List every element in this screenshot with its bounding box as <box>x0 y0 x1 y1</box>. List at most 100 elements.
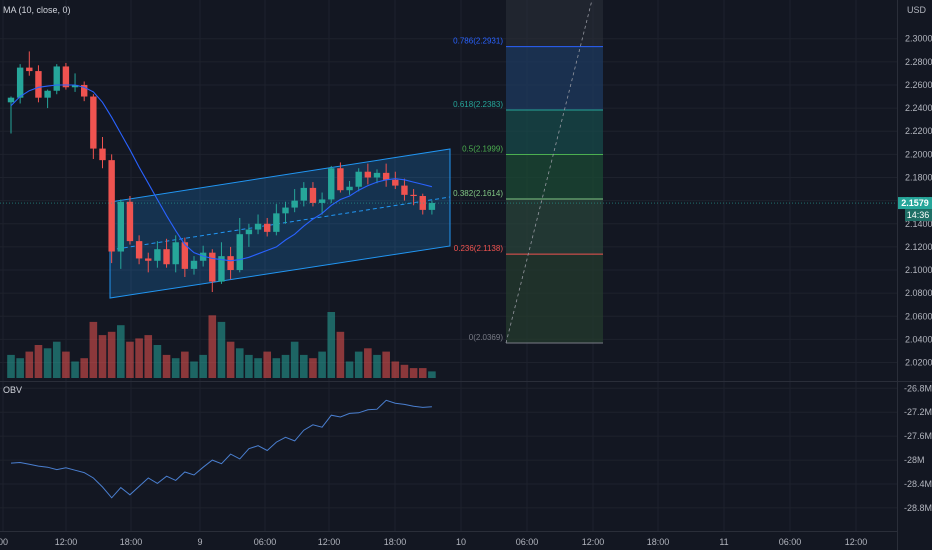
candle-body <box>90 96 97 149</box>
price-tick-label: 2.3000 <box>905 34 932 44</box>
time-tick-label: 10 <box>456 537 466 547</box>
candle-body <box>337 168 344 191</box>
obv-axis[interactable]: -26.8M -27.2M -27.6M -28M -28.4M -28.8M <box>904 383 932 513</box>
candle-body <box>373 172 381 178</box>
candle-body <box>218 256 225 282</box>
time-tick-label: 00 <box>0 537 8 547</box>
volume-bar <box>409 368 418 378</box>
volume-bar <box>98 335 107 378</box>
candle-body <box>428 202 436 210</box>
time-tick-label: 12:00 <box>845 537 868 547</box>
candle-body <box>419 196 426 210</box>
moving-average-line <box>10 84 433 262</box>
candle-body <box>209 252 216 282</box>
volume-bar <box>25 351 34 378</box>
price-tick-label: 2.0400 <box>905 334 932 344</box>
candle-body <box>126 201 134 242</box>
candle-body <box>7 97 15 103</box>
volume-bar <box>135 338 143 378</box>
volume-bar <box>272 358 281 378</box>
volume-bar <box>290 341 299 378</box>
obv-indicator-label[interactable]: OBV <box>3 385 22 395</box>
volume-bar <box>226 341 235 378</box>
fibonacci-retracement[interactable]: 0.786(2.2931) 0.618(2.2383) 0.5(2.1999) 0.3… <box>453 0 603 344</box>
candle-body <box>44 90 51 98</box>
time-tick-label: 06:00 <box>516 537 539 547</box>
candle-body <box>154 249 161 261</box>
volume-bar <box>428 371 436 378</box>
candle-body <box>401 185 408 195</box>
fib-level-label: 0.5(2.1999) <box>462 144 503 153</box>
volume-bar <box>245 354 253 378</box>
volume-bar <box>153 345 162 378</box>
volume-bar <box>364 348 372 378</box>
candle-body <box>62 66 70 88</box>
volume-bar <box>354 351 363 378</box>
candle-body <box>254 223 262 230</box>
candle-body <box>190 260 198 269</box>
obv-tick-label: -28M <box>904 455 925 465</box>
volume-bar <box>43 348 52 378</box>
volume-bar <box>254 358 262 378</box>
candle-body <box>145 258 152 261</box>
volume-bar <box>80 358 88 378</box>
candle-body <box>181 242 189 269</box>
obv-tick-label: -28.4M <box>904 479 932 489</box>
fib-zone <box>506 46 603 111</box>
price-tick-label: 2.0800 <box>905 288 932 298</box>
candle-body <box>382 172 390 180</box>
candlestick-series[interactable] <box>7 51 436 293</box>
candle-body <box>328 168 335 200</box>
volume-bar <box>199 354 207 378</box>
fib-trend-line <box>505 0 593 344</box>
volume-bar <box>89 321 98 378</box>
candle-body <box>309 187 317 203</box>
candle-body <box>26 67 33 72</box>
candle-body <box>199 252 207 261</box>
price-tick-label: 2.0200 <box>905 358 932 368</box>
fib-zone <box>506 154 603 200</box>
candle-body <box>16 67 24 98</box>
volume-bar <box>71 361 79 378</box>
volume-bar <box>281 354 290 378</box>
candle-body <box>355 171 362 187</box>
price-tick-label: 2.1800 <box>905 172 932 182</box>
volume-bar <box>126 341 134 378</box>
fib-level-label: 0.618(2.2383) <box>453 100 503 109</box>
candle-body <box>99 148 106 161</box>
candle-body <box>227 256 234 271</box>
candle-body <box>410 194 417 196</box>
candle-body <box>392 179 399 186</box>
price-tick-label: 2.2200 <box>905 126 932 136</box>
obv-tick-label: -27.6M <box>904 431 932 441</box>
currency-label[interactable]: USD <box>907 5 927 15</box>
volume-bar <box>345 361 354 378</box>
volume-bar <box>217 321 226 378</box>
time-tick-label: 18:00 <box>120 537 143 547</box>
volume-bar <box>62 351 70 378</box>
price-tick-label: 2.0600 <box>905 311 932 321</box>
volume-bar <box>391 361 400 378</box>
candle-body <box>245 229 253 235</box>
fib-level-label: 0.786(2.2931) <box>453 37 503 46</box>
volume-bar <box>327 312 336 378</box>
candle-body <box>172 242 179 265</box>
candle-countdown: 14:36 <box>907 210 930 220</box>
time-tick-label: 11 <box>719 537 728 547</box>
volume-bar <box>300 354 308 378</box>
volume-bar <box>400 364 409 378</box>
price-tick-label: 2.2600 <box>905 80 932 90</box>
volume-bar <box>235 348 244 378</box>
time-tick-label: 12:00 <box>582 537 605 547</box>
obv-tick-label: -28.8M <box>904 503 932 513</box>
obv-tick-label: -26.8M <box>904 383 932 393</box>
ma-path <box>10 84 433 262</box>
time-axis[interactable]: 00 12:00 18:00 9 06:00 12:00 18:00 10 06:00 12:00… <box>0 537 867 547</box>
candle-body <box>273 213 280 232</box>
candle-body <box>71 84 79 88</box>
volume-bar <box>190 361 198 378</box>
ma-indicator-label[interactable]: MA (10, close, 0) <box>3 5 71 15</box>
volume-bar <box>171 358 180 378</box>
